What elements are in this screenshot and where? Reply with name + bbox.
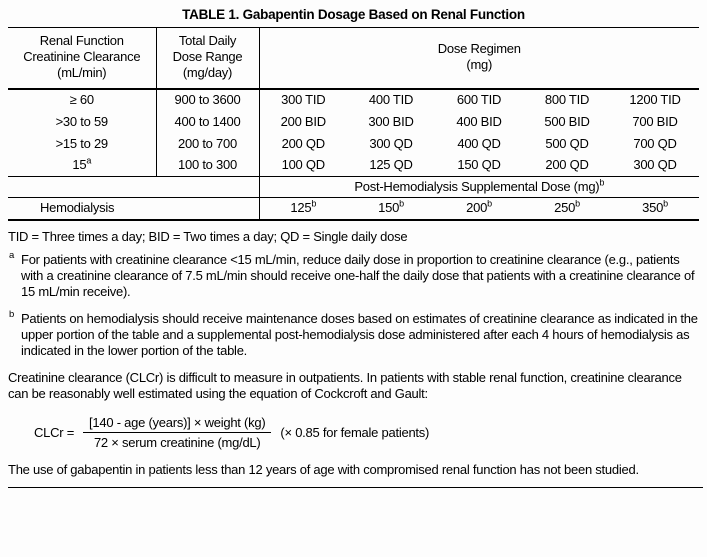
supplemental-dose-cell: 350b (611, 198, 699, 220)
dose-range-cell: 100 to 300 (156, 154, 260, 178)
bottom-rule (8, 486, 703, 488)
dose-cell: 600 TID (456, 92, 502, 108)
footnote-b-marker: b (9, 308, 15, 320)
post-hemodialysis-header-cell: Post-Hemodialysis Supplemental Dose (mg)… (259, 176, 699, 199)
post-hemodialysis-label: Post-Hemodialysis Supplemental Dose (mg) (354, 179, 600, 195)
abbreviation-legend: TID = Three times a day; BID = Two times… (8, 228, 408, 244)
dose-cell: 200 BID (280, 113, 326, 129)
table-row: >30 to 59 400 to 1400 200 BID 300 BID 40… (8, 110, 699, 133)
table-row: 15a 100 to 300 100 QD 125 QD 150 QD 200 … (8, 154, 699, 178)
dose-range-cell: 900 to 3600 (156, 88, 260, 111)
dose-cell: 300 QD (369, 135, 413, 151)
table-header-row: Renal Function Creatinine Clearance (mL/… (8, 27, 699, 90)
dose-cell: 400 QD (457, 135, 501, 151)
formula-female-factor: (× 0.85 for female patients) (280, 424, 430, 440)
clearance-cell: >30 to 59 (8, 110, 157, 133)
dose-cell: 800 TID (544, 92, 590, 108)
dose-cell: 700 BID (632, 113, 678, 129)
dose-cell: 300 QD (611, 154, 699, 178)
dose-cell: 300 BID (368, 113, 414, 129)
dose-cell: 200 QD (281, 135, 326, 151)
dose-cell: 700 QD (633, 135, 677, 151)
dose-cell: 400 TID (368, 92, 414, 108)
header-dose-regimen: Dose Regimen (mg) (259, 27, 699, 90)
supplemental-dose-value: 150 (378, 200, 400, 216)
clearance-cell: >15 to 29 (8, 132, 157, 155)
footnote-marker-b: b (599, 177, 605, 188)
footnote-b-text: Patients on hemodialysis should receive … (21, 310, 698, 359)
not-studied-paragraph: The use of gabapentin in patients less t… (8, 461, 639, 477)
dose-table: Renal Function Creatinine Clearance (mL/… (8, 27, 699, 221)
footnote-a: a For patients with creatinine clearance… (8, 249, 703, 301)
header-renal-function: Renal Function Creatinine Clearance (mL/… (8, 27, 157, 90)
footnote-marker-b: b (575, 199, 580, 210)
formula-numerator: [140 - age (years)] × weight (kg) (83, 415, 272, 433)
dose-cell: 300 TID (281, 92, 326, 108)
formula-fraction: [140 - age (years)] × weight (kg) 72 × s… (83, 415, 272, 450)
table-title: TABLE 1. Gabapentin Dosage Based on Rena… (182, 7, 525, 22)
clcr-formula: CLCr = [140 - age (years)] × weight (kg)… (34, 415, 699, 450)
hemodialysis-row: Hemodialysis 125b 150b 200b 250b 350b (8, 197, 699, 220)
dose-cell: 125 QD (347, 154, 435, 178)
dose-cell: 500 QD (545, 135, 589, 151)
footnote-marker-b: b (487, 199, 492, 210)
footnotes-section: TID = Three times a day; BID = Two times… (8, 221, 703, 360)
dose-range-cell: 400 to 1400 (156, 110, 260, 133)
header-dose-range: Total Daily Dose Range (mg/day) (156, 27, 260, 90)
clcr-intro-paragraph: Creatinine clearance (CLCr) is difficult… (8, 369, 682, 402)
supplemental-dose-value: 250 (554, 200, 576, 216)
hemodialysis-label-cell: Hemodialysis (8, 197, 260, 220)
clearance-value: 15 (72, 157, 87, 173)
footnote-a-text: For patients with creatinine clearance <… (21, 251, 695, 300)
dose-cell: 200 QD (523, 154, 611, 178)
dose-cell: 100 QD (259, 154, 347, 178)
supplemental-dose-cell: 125b (259, 198, 347, 220)
supplemental-dose-value: 350 (642, 200, 664, 216)
supplemental-dose-value: 125 (290, 200, 312, 216)
supplemental-dose-cell: 150b (347, 198, 435, 220)
footnote-marker-b: b (311, 199, 317, 210)
dose-cell: 150 QD (435, 154, 523, 178)
table-row: ≥ 60 900 to 3600 300 TID 400 TID 600 TID… (8, 88, 699, 111)
supplemental-dose-cell: 250b (523, 198, 611, 220)
clearance-cell: 15a (8, 154, 157, 178)
formula-lhs: CLCr = (34, 424, 75, 440)
dose-cell: 1200 TID (629, 92, 681, 108)
post-hemodialysis-header-row: Post-Hemodialysis Supplemental Dose (mg)… (8, 176, 699, 199)
dose-cell: 500 BID (544, 113, 590, 129)
dose-range-cell: 200 to 700 (156, 132, 260, 155)
clearance-cell: ≥ 60 (8, 88, 157, 111)
supplemental-dose-value: 200 (466, 200, 488, 216)
document-page: TABLE 1. Gabapentin Dosage Based on Rena… (8, 7, 703, 488)
footnote-a-marker: a (9, 249, 15, 261)
table-row: >15 to 29 200 to 700 200 QD 300 QD 400 Q… (8, 132, 699, 155)
dose-cell: 400 BID (456, 113, 502, 129)
supplemental-dose-cell: 200b (435, 198, 523, 220)
footnote-marker-b: b (663, 199, 668, 210)
formula-denominator: 72 × serum creatinine (mg/dL) (93, 434, 261, 450)
empty-cell (8, 176, 260, 199)
footnote-b: b Patients on hemodialysis should receiv… (8, 308, 703, 360)
footnote-marker-b: b (399, 199, 404, 210)
footnote-marker-a: a (86, 156, 92, 167)
